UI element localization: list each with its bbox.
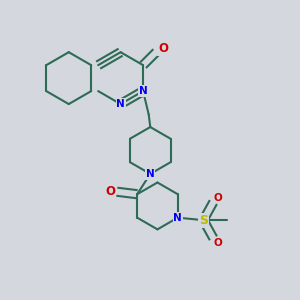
Text: N: N — [116, 99, 125, 109]
Text: S: S — [199, 214, 208, 227]
Text: N: N — [139, 86, 148, 96]
Text: N: N — [173, 213, 182, 223]
Text: N: N — [146, 169, 155, 179]
Text: O: O — [214, 238, 223, 248]
Text: O: O — [158, 42, 168, 56]
Text: O: O — [214, 193, 223, 203]
Text: O: O — [105, 185, 115, 198]
